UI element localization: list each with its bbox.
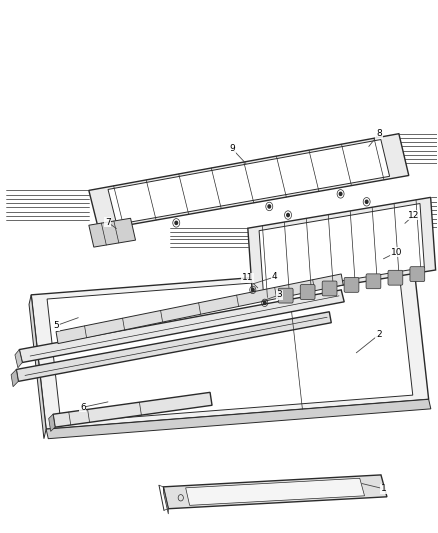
Circle shape <box>263 301 266 304</box>
Text: 5: 5 <box>53 321 59 330</box>
Polygon shape <box>186 478 364 505</box>
Text: 11: 11 <box>242 273 254 282</box>
Text: 9: 9 <box>229 144 235 153</box>
FancyBboxPatch shape <box>300 285 315 300</box>
Text: 4: 4 <box>272 272 277 281</box>
FancyBboxPatch shape <box>388 270 403 285</box>
Polygon shape <box>46 399 431 439</box>
FancyBboxPatch shape <box>322 281 337 296</box>
FancyBboxPatch shape <box>278 288 293 303</box>
Text: 3: 3 <box>277 290 283 300</box>
FancyBboxPatch shape <box>344 278 359 292</box>
Text: 1: 1 <box>381 484 387 494</box>
Text: 10: 10 <box>391 247 403 256</box>
Polygon shape <box>89 218 135 247</box>
Polygon shape <box>49 414 55 431</box>
Circle shape <box>339 192 342 196</box>
Polygon shape <box>16 312 331 382</box>
Circle shape <box>175 221 177 224</box>
Polygon shape <box>31 265 429 429</box>
Polygon shape <box>89 134 409 230</box>
FancyBboxPatch shape <box>366 274 381 289</box>
Text: 6: 6 <box>80 403 86 412</box>
Polygon shape <box>163 487 168 514</box>
Text: 12: 12 <box>408 211 420 220</box>
Circle shape <box>287 213 290 216</box>
Polygon shape <box>259 204 424 294</box>
Polygon shape <box>56 274 343 344</box>
Polygon shape <box>108 140 389 224</box>
Polygon shape <box>53 392 212 427</box>
Text: 7: 7 <box>105 218 110 227</box>
Polygon shape <box>248 197 436 300</box>
Circle shape <box>251 288 254 292</box>
Text: 8: 8 <box>376 129 382 138</box>
Polygon shape <box>29 295 46 439</box>
Polygon shape <box>11 369 18 387</box>
Polygon shape <box>47 272 413 423</box>
Circle shape <box>268 205 271 208</box>
Polygon shape <box>19 290 344 362</box>
Text: 2: 2 <box>376 330 382 339</box>
Circle shape <box>365 200 368 204</box>
Polygon shape <box>15 350 22 368</box>
FancyBboxPatch shape <box>410 266 425 281</box>
Polygon shape <box>163 475 387 508</box>
